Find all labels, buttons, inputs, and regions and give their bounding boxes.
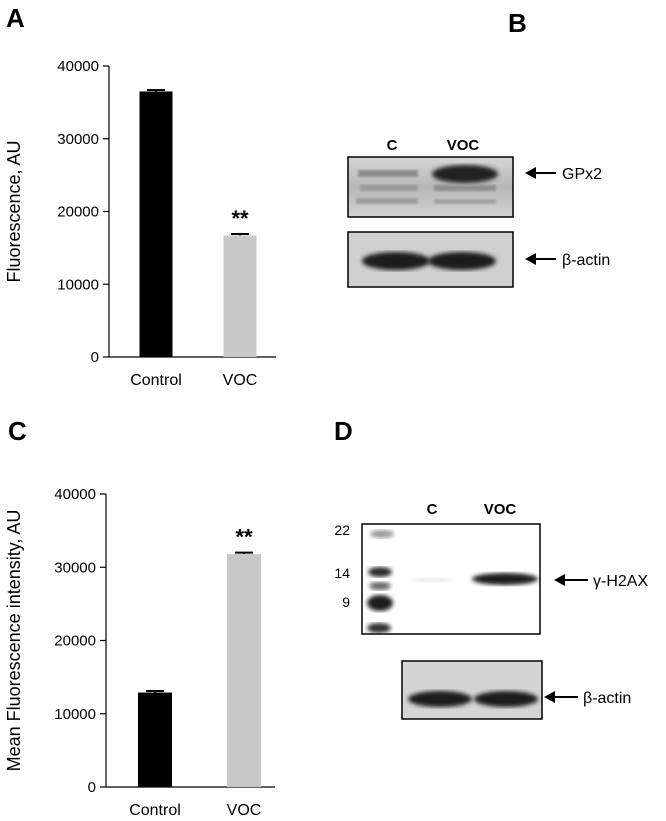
chart-c-category-label-voc: VOC: [227, 802, 262, 819]
chart-c-bar-control: [138, 692, 172, 787]
actin-band-voc: [428, 252, 496, 270]
chart-c-y-tick-label-4: 40000: [54, 486, 96, 503]
arrow-gpx2: [525, 167, 556, 179]
blot-d-lane-voc-label: VOC: [484, 501, 517, 518]
arrow-h2ax: [554, 574, 588, 586]
mw-marker-22: 22: [334, 522, 350, 538]
chart-a-bar-control: [139, 91, 173, 358]
chart-c-y-axis-label: Mean Fluorescence intensity, AU: [4, 510, 24, 772]
blot-b-lane-voc-label: VOC: [447, 137, 480, 154]
chart-c-y-tick-label-1: 10000: [54, 706, 96, 723]
chart-a-y-tick-label-0: 0: [91, 349, 99, 366]
chart-a-bar-voc: [223, 235, 257, 357]
mw-marker-14: 14: [334, 565, 350, 581]
band-label-gpx2: GPx2: [562, 166, 602, 183]
panel-letter-d: D: [334, 416, 353, 446]
arrow-actin-b: [525, 253, 556, 265]
blot-b-actin-membrane: [347, 231, 514, 288]
h2ax-band-voc: [472, 573, 538, 585]
chart-c-y-tick-label-0: 0: [88, 779, 96, 796]
chart-a-significance-0: **: [231, 206, 249, 231]
chart-c-category-label-control: Control: [129, 802, 181, 819]
band-label-actin-b: β-actin: [562, 252, 610, 269]
actin-band-c: [362, 252, 430, 270]
panel-letter-a: A: [6, 3, 25, 33]
band-label-actin-d: β-actin: [583, 690, 631, 707]
panel-letter-b: B: [508, 8, 527, 38]
blot-d-actin-membrane: [401, 660, 543, 720]
chart-c-y-tick-label-2: 20000: [54, 633, 96, 650]
chart-a-category-label-control: Control: [130, 372, 182, 389]
blot-b-lane-c-label: C: [387, 137, 398, 154]
chart-c-significance-0: **: [235, 525, 253, 550]
chart-c-y-tick-label-3: 30000: [54, 559, 96, 576]
gpx2-band-voc: [432, 165, 498, 183]
band-label-h2ax: γ-H2AX: [593, 573, 648, 590]
chart-a-y-tick-label-4: 40000: [57, 58, 99, 75]
actin-band-d-c: [408, 691, 472, 707]
chart-a-y-axis-label: Fluorescence, AU: [4, 140, 24, 282]
blot-d-h2ax-membrane: [361, 523, 541, 635]
chart-a-y-tick-label-3: 30000: [57, 131, 99, 148]
chart-a-category-label-voc: VOC: [223, 372, 258, 389]
actin-band-d-voc: [474, 691, 538, 707]
blot-b-gpx2-membrane: [347, 156, 514, 218]
arrow-actin-d: [544, 691, 578, 703]
chart-a-y-tick-label-1: 10000: [57, 276, 99, 293]
mw-marker-9: 9: [342, 594, 350, 610]
chart-a-y-tick-label-2: 20000: [57, 204, 99, 221]
panel-letter-c: C: [8, 416, 27, 446]
chart-c-bar-voc: [227, 554, 261, 787]
blot-d-lane-c-label: C: [427, 501, 438, 518]
